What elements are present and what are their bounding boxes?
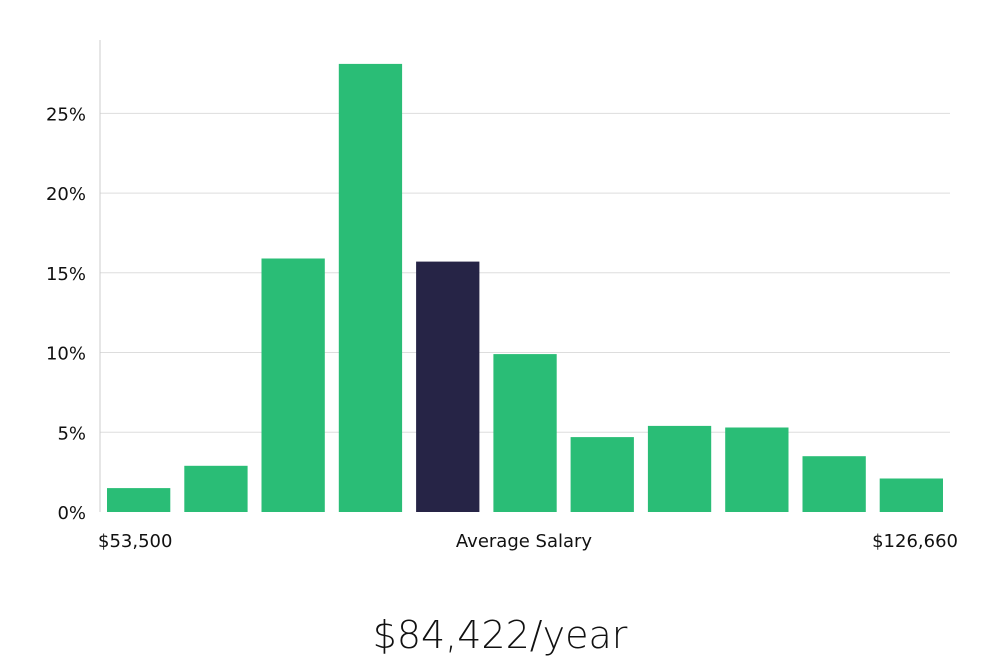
y-tick-label: 25% xyxy=(46,104,86,125)
bar xyxy=(493,354,557,512)
bar xyxy=(647,425,712,512)
average-salary-headline: $84,422/year xyxy=(373,613,628,657)
bar xyxy=(261,258,325,512)
y-tick-label: 20% xyxy=(46,184,86,205)
x-label-min-salary: $53,500 xyxy=(98,531,172,552)
gridlines xyxy=(100,112,950,433)
bar xyxy=(338,63,403,513)
y-tick-label: 10% xyxy=(46,344,86,365)
bar xyxy=(107,488,171,512)
x-label-average-salary: Average Salary xyxy=(456,531,593,552)
bar xyxy=(570,437,634,512)
y-tick-labels: 0% 5% 10% 15% 20% 25% xyxy=(46,104,86,524)
y-tick-label: 0% xyxy=(57,503,86,524)
bar xyxy=(802,456,866,512)
bar xyxy=(725,427,789,512)
bar xyxy=(184,465,248,512)
bars xyxy=(107,63,943,513)
x-label-max-salary: $126,660 xyxy=(872,531,958,552)
bar xyxy=(879,478,943,512)
y-tick-label: 5% xyxy=(57,423,86,444)
y-tick-label: 15% xyxy=(46,264,86,285)
bar-average-salary xyxy=(416,261,480,512)
